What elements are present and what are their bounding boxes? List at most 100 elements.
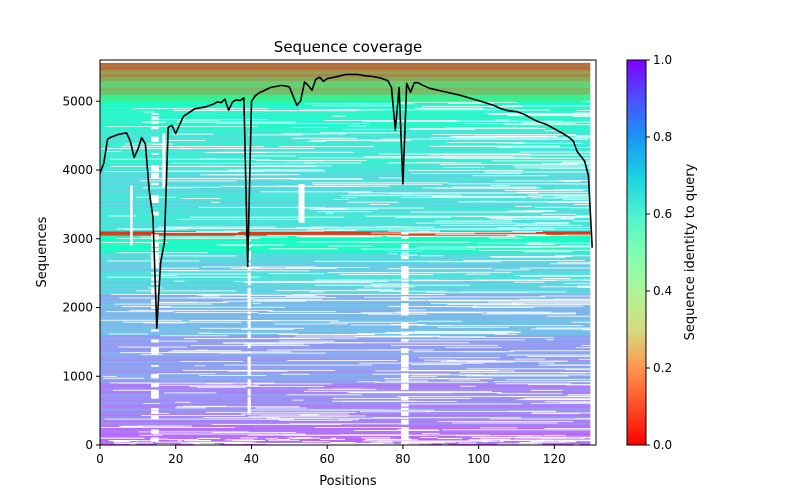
gap-segment [180,198,221,199]
gap-segment [397,429,439,431]
gap-column [401,413,409,416]
identity-band [100,90,596,93]
gap-segment [293,178,362,180]
gap-segment [521,157,596,159]
gap-segment [531,328,596,330]
identity-band [100,374,596,377]
gap-segment [252,302,261,304]
gap-segment [415,222,516,224]
gap-segment [286,267,370,268]
gap-segment [528,242,540,244]
plot-frame [99,59,597,446]
colorbar-tick-label: 0.6 [653,207,672,221]
identity-band [100,192,596,195]
gap-segment [415,330,513,332]
gap-segment [466,368,596,370]
gap-segment [280,299,426,301]
gap-segment [400,331,521,333]
gap-segment [402,403,522,405]
gap-segment [271,417,332,419]
gap-segment [457,201,596,203]
gap-segment [546,339,555,341]
gap-column [401,312,409,315]
gap-segment [513,281,545,283]
gap-segment [330,437,336,439]
gap-segment [503,124,596,126]
gap-segment [491,185,511,186]
identity-band [100,195,596,198]
gap-column [151,340,159,343]
gap-segment [525,243,555,245]
gap-segment [388,253,398,255]
gap-segment [108,440,139,442]
gap-column [130,228,133,234]
gap-segment [491,160,596,162]
colorbar-tick-label: 1.0 [653,53,672,67]
gap-column [401,298,409,300]
identity-band [100,432,596,435]
gap-column [401,255,409,260]
gap-segment [347,201,399,203]
gap-segment [523,227,596,228]
gap-segment [173,110,322,111]
gap-column [151,306,159,309]
gap-segment [511,229,596,230]
identity-band [100,343,596,346]
gap-column [401,266,409,270]
identity-band [100,170,596,173]
gap-segment [495,383,571,385]
identity-band [100,329,596,332]
gap-segment [232,439,266,441]
gap-segment [268,273,325,275]
gap-segment [168,439,199,441]
identity-band [100,278,596,281]
gap-segment [196,386,247,388]
gap-segment [183,338,320,340]
gap-segment [287,437,293,439]
gap-segment [307,388,377,390]
gap-column [401,385,409,391]
gap-segment [202,295,221,297]
gap-segment [100,427,235,428]
gap-segment [216,244,285,246]
identity-band [100,231,596,233]
gap-segment [531,402,596,404]
identity-band [100,118,596,121]
gap-column [401,232,409,235]
identity-band [100,398,596,401]
gap-segment [176,121,297,123]
gap-segment [558,440,577,442]
gap-segment [217,151,354,153]
gap-segment [105,311,174,313]
gap-column [401,303,409,305]
identity-band [100,371,596,374]
gap-segment [231,370,283,372]
gap-segment [110,293,250,295]
identity-band [100,180,596,183]
gap-segment [124,143,174,145]
identity-band [100,381,596,384]
gap-segment [119,297,255,299]
gap-segment [405,299,537,301]
gap-segment [424,441,456,443]
identity-band [100,133,596,136]
gap-segment [442,429,596,431]
gap-segment [285,295,326,297]
identity-band [100,319,596,322]
gap-segment [222,300,306,302]
y-tick-label: 1000 [62,369,93,383]
gap-segment [310,409,435,411]
identity-band [100,247,596,250]
identity-band [100,202,596,205]
gap-segment [157,373,216,375]
gap-segment [560,245,596,246]
identity-band [100,87,596,90]
gap-segment [395,216,452,218]
gap-segment [316,211,373,213]
gap-segment [118,382,276,384]
gap-segment [139,236,288,238]
gap-column [247,273,251,278]
gap-segment [312,183,443,185]
gap-segment [135,290,237,292]
gap-segment [410,211,544,213]
